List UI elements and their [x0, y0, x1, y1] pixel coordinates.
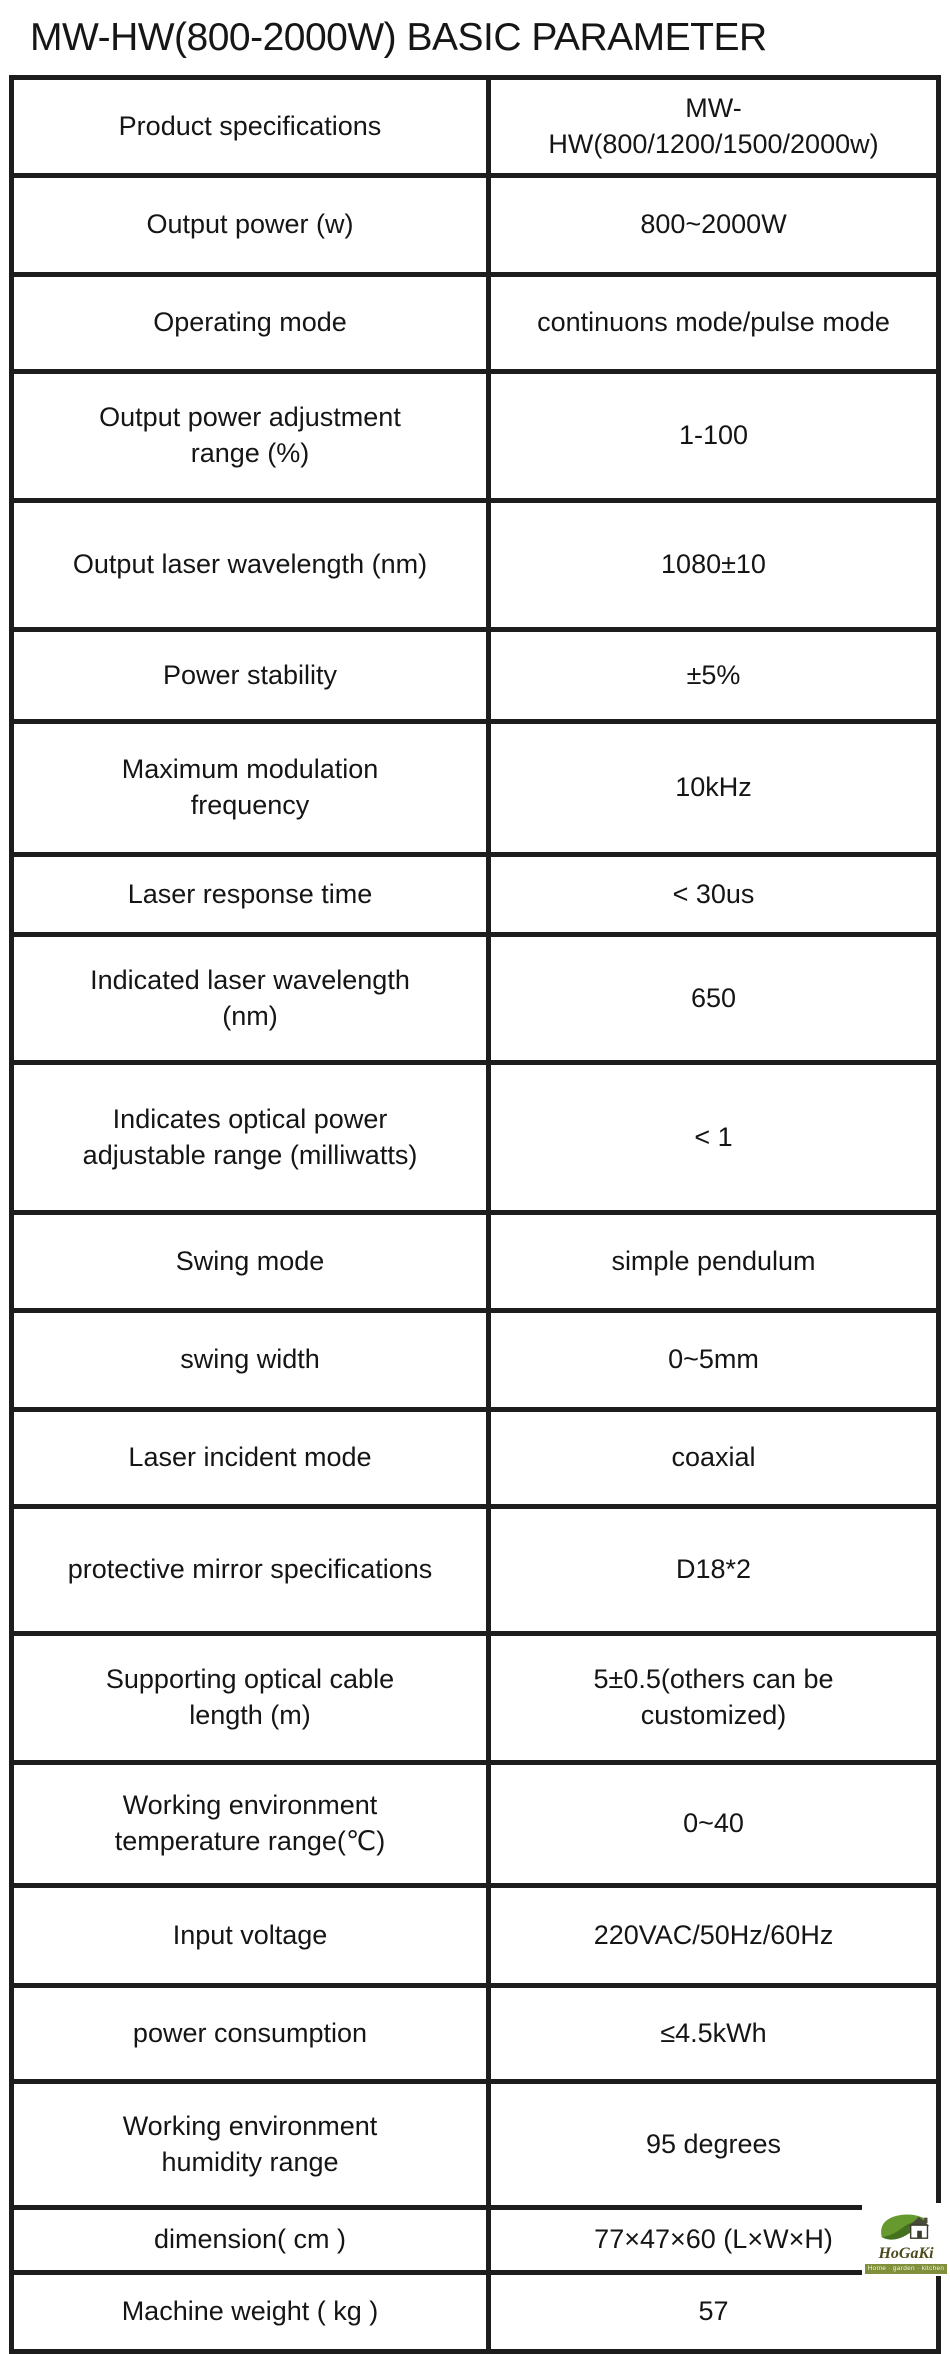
- param-value-cell: simple pendulum: [486, 1210, 941, 1313]
- param-value-cell: continuons mode/pulse mode: [486, 272, 941, 374]
- param-value-cell: 800~2000W: [486, 173, 941, 277]
- table-row: Supporting optical cable length (m) 5±0.…: [9, 1631, 941, 1765]
- brand-tagline: Home · garden · kitchen: [864, 2263, 948, 2274]
- param-value-cell: < 1: [486, 1060, 941, 1215]
- param-value-cell: ≤4.5kWh: [486, 1983, 941, 2084]
- param-value-cell: 1080±10: [486, 498, 941, 632]
- param-value-cell: 5±0.5(others can be customized): [486, 1631, 941, 1765]
- param-label-cell: dimension( cm ): [9, 2205, 491, 2275]
- param-label-cell: Output laser wavelength (nm): [9, 498, 491, 632]
- param-label-cell: Machine weight ( kg ): [9, 2270, 491, 2354]
- param-label-cell: Power stability: [9, 627, 491, 724]
- param-label-cell: protective mirror specifications: [9, 1504, 491, 1636]
- table-row: Working environment humidity range 95 de…: [9, 2079, 941, 2210]
- param-label-cell: Operating mode: [9, 272, 491, 374]
- brand-name: HoGaKi: [878, 2244, 934, 2262]
- param-label-cell: Output power adjustment range (%): [9, 369, 491, 503]
- table-row: swing width 0~5mm: [9, 1308, 941, 1412]
- param-label-cell: Swing mode: [9, 1210, 491, 1313]
- param-value-cell: 650: [486, 932, 941, 1065]
- param-value-cell: 0~40: [486, 1760, 941, 1888]
- param-label-cell: Supporting optical cable length (m): [9, 1631, 491, 1765]
- param-value-cell: < 30us: [486, 852, 941, 937]
- table-row: dimension( cm ) 77×47×60 (L×W×H): [9, 2205, 941, 2275]
- param-value-cell: 95 degrees: [486, 2079, 941, 2210]
- param-label-cell: Product specifications: [9, 75, 491, 178]
- param-label-cell: Indicated laser wavelength (nm): [9, 932, 491, 1065]
- table-row: Indicated laser wavelength (nm) 650: [9, 932, 941, 1065]
- param-label-cell: power consumption: [9, 1983, 491, 2084]
- param-value-cell: 0~5mm: [486, 1308, 941, 1412]
- table-row: Output power adjustment range (%) 1-100: [9, 369, 941, 503]
- table-row: Power stability ±5%: [9, 627, 941, 724]
- param-value-cell: D18*2: [486, 1504, 941, 1636]
- param-value-cell: coaxial: [486, 1407, 941, 1509]
- table-row: Working environment temperature range(℃)…: [9, 1760, 941, 1888]
- param-value-cell: 1-100: [486, 369, 941, 503]
- table-row: Maximum modulation frequency 10kHz: [9, 719, 941, 857]
- table-row: power consumption ≤4.5kWh: [9, 1983, 941, 2084]
- table-row: Swing mode simple pendulum: [9, 1210, 941, 1313]
- table-row: Laser incident mode coaxial: [9, 1407, 941, 1509]
- param-label-cell: Working environment humidity range: [9, 2079, 491, 2210]
- spec-table: Product specifications MW- HW(800/1200/1…: [9, 75, 941, 2354]
- param-value-cell: MW- HW(800/1200/1500/2000w): [486, 75, 941, 178]
- param-value-cell: ±5%: [486, 627, 941, 724]
- page-title: MW-HW(800-2000W) BASIC PARAMETER: [30, 16, 767, 59]
- table-row: Output power (w) 800~2000W: [9, 173, 941, 277]
- param-label-cell: Maximum modulation frequency: [9, 719, 491, 857]
- param-label-cell: swing width: [9, 1308, 491, 1412]
- table-row: protective mirror specifications D18*2: [9, 1504, 941, 1636]
- table-row: Indicates optical power adjustable range…: [9, 1060, 941, 1215]
- param-value-cell: 220VAC/50Hz/60Hz: [486, 1883, 941, 1988]
- param-label-cell: Indicates optical power adjustable range…: [9, 1060, 491, 1215]
- table-row: Output laser wavelength (nm) 1080±10: [9, 498, 941, 632]
- table-row: Laser response time < 30us: [9, 852, 941, 937]
- leaf-house-icon: [878, 2207, 934, 2252]
- param-label-cell: Input voltage: [9, 1883, 491, 1988]
- table-row: Product specifications MW- HW(800/1200/1…: [9, 75, 941, 178]
- table-row: Operating mode continuons mode/pulse mod…: [9, 272, 941, 374]
- brand-logo: HoGaKi Home · garden · kitchen: [862, 2202, 950, 2276]
- param-label-cell: Working environment temperature range(℃): [9, 1760, 491, 1888]
- spec-table-body: Product specifications MW- HW(800/1200/1…: [9, 75, 941, 2354]
- param-label-cell: Laser response time: [9, 852, 491, 937]
- param-label-cell: Output power (w): [9, 173, 491, 277]
- param-value-cell: 57: [486, 2270, 941, 2354]
- param-label-cell: Laser incident mode: [9, 1407, 491, 1509]
- param-value-cell: 10kHz: [486, 719, 941, 857]
- table-row: Input voltage 220VAC/50Hz/60Hz: [9, 1883, 941, 1988]
- table-row: Machine weight ( kg ) 57: [9, 2270, 941, 2354]
